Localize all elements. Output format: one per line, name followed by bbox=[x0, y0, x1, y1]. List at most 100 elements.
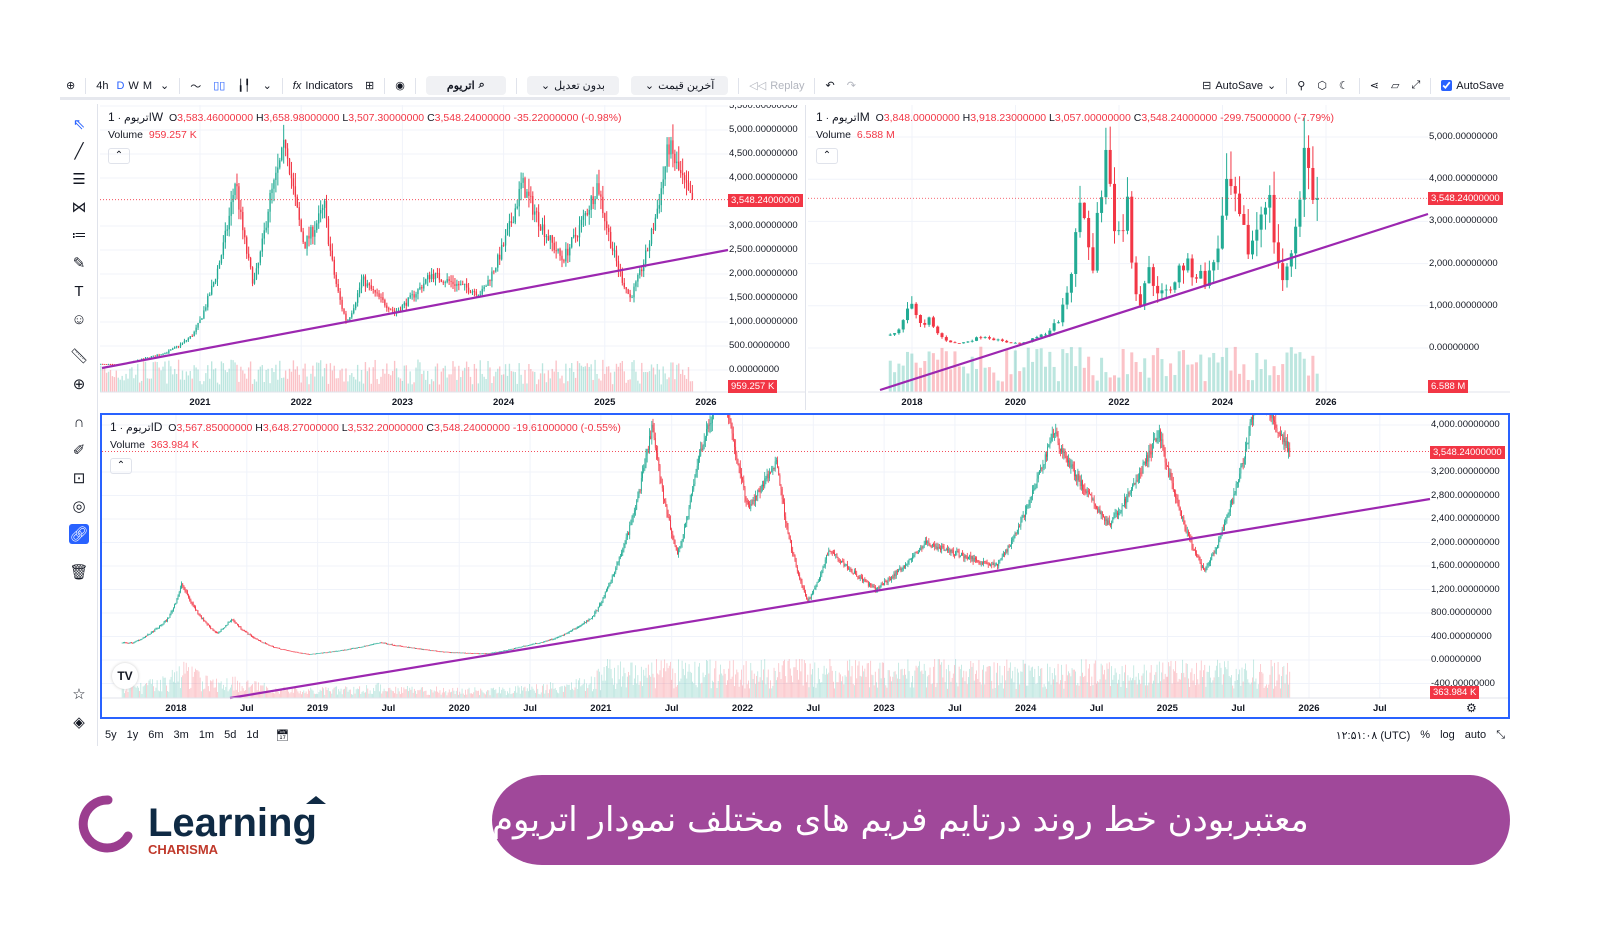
chart-canvas[interactable] bbox=[808, 105, 1510, 410]
templates-icon[interactable]: ⊞ bbox=[365, 80, 375, 92]
fullscreen-icon[interactable]: ⤢ bbox=[1411, 79, 1421, 91]
log-toggle[interactable]: log bbox=[1440, 729, 1455, 741]
range-1d[interactable]: 1d bbox=[246, 729, 259, 741]
share-icon[interactable]: ⋖ bbox=[1369, 80, 1380, 92]
brush-icon[interactable]: ✎ bbox=[72, 255, 86, 272]
line-chart-icon[interactable]: 〜 bbox=[190, 80, 202, 93]
auto-toggle[interactable]: auto bbox=[1464, 729, 1487, 741]
layers-icon[interactable]: ◈ bbox=[73, 714, 85, 731]
volume-bar bbox=[742, 685, 744, 698]
eye-icon[interactable]: ◎ bbox=[72, 498, 86, 515]
snapshot-icon[interactable]: ▱ bbox=[1391, 80, 1400, 92]
volume-bar bbox=[759, 677, 761, 698]
range-3m[interactable]: 3m bbox=[173, 729, 189, 741]
settings-icon[interactable]: ⬡ bbox=[1317, 80, 1327, 92]
candle bbox=[396, 645, 398, 647]
trendline[interactable] bbox=[229, 497, 1431, 700]
clock[interactable]: ۱۲:۵۱:۰۸ (UTC) bbox=[1335, 729, 1411, 742]
horizontal-lines-icon[interactable]: ☰ bbox=[72, 171, 86, 188]
settings-icon[interactable]: ⚙ bbox=[1466, 701, 1477, 715]
chevron-down-icon[interactable]: ⌄ bbox=[262, 80, 272, 92]
volume-bar bbox=[214, 368, 217, 392]
bars-icon[interactable]: ╽╿ bbox=[237, 80, 251, 92]
autosave-check[interactable] bbox=[1441, 80, 1453, 91]
candle bbox=[593, 615, 595, 617]
redo-icon[interactable]: ↷ bbox=[846, 80, 856, 92]
volume-bar bbox=[1052, 366, 1056, 392]
indicators-button[interactable]: fx Indicators bbox=[293, 80, 353, 92]
cursor-icon[interactable]: ⇖ bbox=[72, 116, 86, 133]
trash-icon[interactable]: 🗑︎ bbox=[69, 564, 89, 581]
tradingview-logo-icon[interactable]: TV bbox=[112, 663, 138, 689]
range-5y[interactable]: 5y bbox=[105, 729, 117, 741]
candle bbox=[695, 471, 697, 476]
interval-m[interactable]: M bbox=[142, 79, 152, 92]
percent-toggle[interactable]: % bbox=[1420, 729, 1431, 741]
volume-bar bbox=[895, 674, 897, 698]
range-1m[interactable]: 1m bbox=[198, 729, 215, 741]
symbol-search-button[interactable]: اتریوم ⌕ bbox=[425, 76, 506, 95]
collapse-legend-button[interactable]: ⌃ bbox=[816, 148, 838, 164]
chevron-down-icon[interactable]: ⌄ bbox=[159, 80, 170, 92]
emoji-icon[interactable]: ☺ bbox=[71, 310, 87, 328]
candle bbox=[320, 652, 322, 654]
interval-w[interactable]: W bbox=[128, 79, 139, 92]
volume-bar bbox=[1078, 685, 1080, 698]
volume-bar bbox=[1148, 682, 1150, 698]
eye-icon[interactable]: ◉ bbox=[395, 80, 405, 92]
lock-drawing-icon[interactable]: ✐ bbox=[72, 442, 86, 459]
text-tool-icon[interactable]: T bbox=[74, 282, 84, 300]
link-icon[interactable]: 🔗︎ bbox=[69, 524, 89, 544]
volume-bar bbox=[134, 686, 136, 698]
maximize-icon[interactable]: ⤡ bbox=[1496, 728, 1505, 741]
replay-button[interactable]: ◁◁ Replay bbox=[749, 79, 804, 93]
range-1y[interactable]: 1y bbox=[126, 729, 139, 741]
lock-icon[interactable]: ⊡ bbox=[72, 470, 86, 487]
trendline[interactable] bbox=[879, 212, 1429, 392]
autosave-checkbox[interactable]: AutoSave bbox=[1441, 80, 1504, 92]
fib-tool-icon[interactable]: ≔ bbox=[71, 227, 87, 244]
interval-4h[interactable]: 4h bbox=[96, 79, 109, 92]
range-6m[interactable]: 6m bbox=[148, 729, 164, 741]
volume-bar bbox=[666, 379, 668, 392]
candle bbox=[1034, 487, 1036, 490]
volume-bar bbox=[364, 362, 367, 392]
star-icon[interactable]: ☆ bbox=[72, 686, 86, 703]
chart-pane-weekly[interactable]: اتریوم · 1W O3,583.46000000 H3,658.98000… bbox=[100, 105, 806, 410]
interval-d[interactable]: D bbox=[116, 79, 125, 92]
chart-pane-monthly[interactable]: اتریوم · 1M O3,848.00000000 H3,918.23000… bbox=[808, 105, 1510, 410]
collapse-legend-button[interactable]: ⌃ bbox=[110, 458, 132, 474]
candle bbox=[220, 255, 223, 263]
volume-bar bbox=[1222, 674, 1224, 698]
chart-canvas[interactable] bbox=[102, 415, 1508, 717]
chart-pane-daily[interactable]: اتریوم · 1D O3,567.85000000 H3,648.27000… bbox=[100, 413, 1510, 719]
volume-bar bbox=[1169, 666, 1171, 698]
range-5d[interactable]: 5d bbox=[224, 729, 237, 741]
chart-canvas[interactable] bbox=[100, 105, 806, 410]
add-symbol-icon[interactable]: ⊕ bbox=[66, 80, 76, 92]
candle bbox=[1059, 448, 1061, 452]
candle bbox=[819, 578, 820, 582]
candle bbox=[827, 554, 828, 556]
magnet-icon[interactable]: ∩ bbox=[73, 413, 85, 431]
adjustment-dropdown[interactable]: ⌄ بدون تعدیل bbox=[526, 76, 619, 95]
volume-bar bbox=[912, 675, 913, 698]
volume-bar bbox=[177, 681, 179, 698]
trendline[interactable] bbox=[101, 248, 729, 370]
moon-icon[interactable]: ☾ bbox=[1338, 80, 1349, 92]
candle bbox=[384, 299, 386, 306]
volume-bar bbox=[595, 688, 597, 698]
trendline-tool-icon[interactable]: ╱ bbox=[74, 143, 84, 160]
price-type-dropdown[interactable]: ⌄ آخرین قیمت bbox=[630, 76, 729, 95]
calendar-icon[interactable]: 📅︎ bbox=[275, 729, 290, 742]
undo-icon[interactable]: ↶ bbox=[825, 80, 835, 92]
layout-button[interactable]: ⊟ AutoSave ⌄ bbox=[1202, 79, 1276, 93]
candles-icon[interactable]: ▯▯ bbox=[213, 80, 226, 92]
pattern-tool-icon[interactable]: ⋈ bbox=[71, 199, 87, 216]
ruler-icon[interactable]: 📏︎ bbox=[69, 348, 89, 365]
quick-search-icon[interactable]: ⚲ bbox=[1297, 80, 1306, 92]
volume-bar bbox=[430, 689, 432, 698]
collapse-legend-button[interactable]: ⌃ bbox=[108, 148, 130, 164]
zoom-in-icon[interactable]: ⊕ bbox=[72, 376, 86, 393]
volume-bar bbox=[203, 689, 205, 698]
